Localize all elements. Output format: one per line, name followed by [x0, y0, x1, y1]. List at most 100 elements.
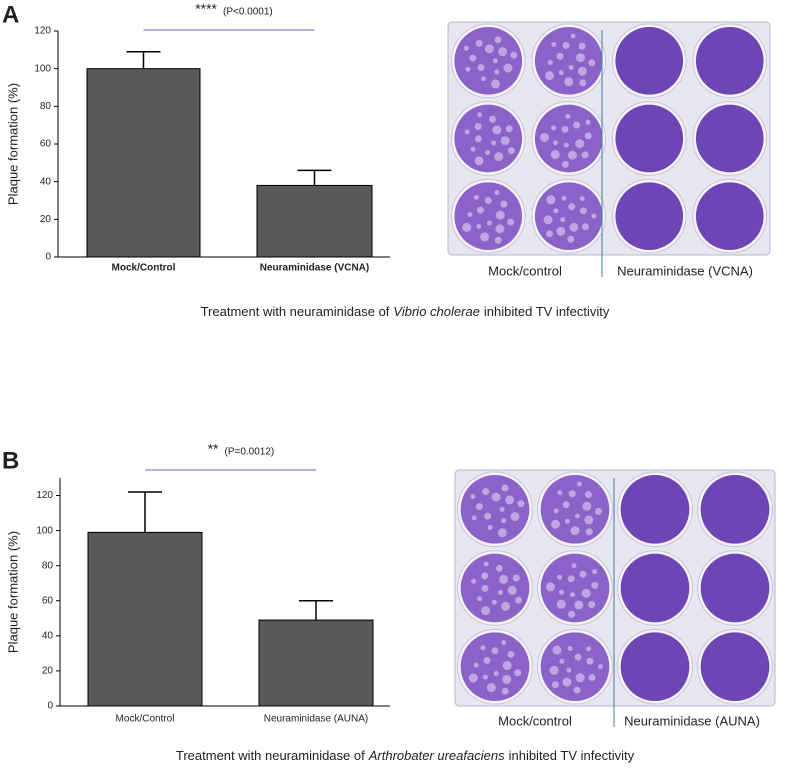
caption-part: Treatment with neuraminidase of	[201, 304, 390, 319]
plaque	[579, 570, 587, 578]
plaque	[575, 139, 585, 149]
plaque	[563, 142, 569, 148]
well-stain	[620, 632, 690, 702]
plaque	[494, 69, 500, 75]
plaque	[502, 674, 512, 684]
y-tick-label: 0	[47, 701, 53, 712]
y-axis-label: Plaque formation (%)	[5, 83, 20, 205]
plaque	[540, 132, 550, 142]
y-tick-label: 0	[45, 252, 51, 263]
plaque	[493, 671, 499, 677]
plaque	[494, 236, 502, 244]
plaque	[492, 58, 498, 64]
well-stain	[615, 27, 684, 95]
plaque	[510, 51, 518, 59]
plaque	[551, 125, 557, 131]
plaque	[556, 226, 566, 236]
plaque	[574, 600, 584, 610]
plaque	[482, 674, 488, 680]
plaque	[573, 121, 581, 129]
plaque	[475, 39, 483, 47]
y-tick-label: 20	[42, 666, 54, 677]
plaque	[474, 123, 482, 131]
plaque	[517, 500, 525, 508]
plaque	[494, 36, 502, 44]
plaque	[579, 196, 585, 202]
plaque	[561, 125, 569, 133]
plaque	[566, 667, 572, 673]
plaque	[588, 601, 596, 609]
well-stain	[695, 182, 764, 250]
plaque	[581, 588, 591, 598]
plaque	[553, 508, 559, 514]
caption-part: Treatment with neuraminidase of	[176, 748, 365, 763]
plaque	[551, 519, 561, 529]
plaque	[475, 503, 483, 511]
plaque	[477, 596, 483, 602]
plaque	[574, 513, 580, 519]
well-stain	[620, 475, 690, 544]
panel-letter: A	[2, 1, 19, 28]
plaque	[552, 645, 562, 655]
plaque	[575, 53, 585, 63]
plaque	[499, 506, 505, 512]
plaque	[568, 490, 576, 498]
plaque	[588, 673, 596, 681]
plaque	[564, 77, 574, 87]
plaque	[462, 222, 472, 232]
plaque	[481, 572, 489, 580]
well-stain	[460, 475, 530, 544]
plaque	[556, 52, 564, 60]
well-stain	[695, 27, 764, 95]
plaque	[570, 526, 580, 536]
plaque	[492, 125, 502, 135]
plaque	[514, 669, 522, 677]
plaque	[543, 215, 553, 225]
plaque	[480, 76, 486, 82]
y-tick-label: 40	[40, 176, 52, 187]
plaque	[567, 150, 577, 160]
plaque	[489, 115, 497, 123]
plate-label: Neuraminidase (AUNA)	[624, 713, 760, 728]
plaque	[463, 45, 469, 51]
well-stain	[454, 182, 523, 250]
x-tick-label: Neuraminidase (VCNA)	[260, 263, 369, 274]
plaque	[567, 646, 573, 652]
x-tick-label: Mock/Control	[112, 263, 176, 274]
plaque	[568, 203, 576, 211]
plaque	[591, 213, 597, 219]
plaque	[569, 222, 579, 232]
plaque	[491, 647, 499, 655]
plaque	[573, 686, 581, 694]
well-stain	[454, 27, 523, 95]
y-axis-label: Plaque formation (%)	[5, 531, 20, 653]
plaque	[545, 230, 553, 238]
plaque	[483, 561, 489, 567]
well-stain	[700, 553, 770, 623]
plaque	[568, 610, 576, 618]
plaque	[497, 590, 503, 596]
plaque	[470, 494, 476, 500]
plaque	[581, 223, 589, 231]
caption: Treatment with neuraminidase of Arthrobat…	[176, 748, 635, 763]
y-tick-label: 100	[36, 525, 53, 536]
plaque	[568, 64, 574, 70]
y-tick-label: 120	[36, 490, 53, 501]
well-stain	[454, 104, 523, 173]
well-stain	[620, 553, 690, 623]
plaque	[501, 484, 509, 492]
plaque	[564, 518, 570, 524]
plaque	[574, 653, 582, 661]
well-stain	[460, 632, 530, 702]
plaque	[482, 488, 490, 496]
plaque	[491, 599, 497, 605]
plate	[454, 469, 776, 707]
plaque	[503, 63, 513, 73]
plaque	[501, 518, 507, 524]
plaque	[576, 481, 582, 487]
plaque	[495, 224, 505, 234]
plaque	[551, 42, 557, 48]
plaque	[468, 673, 478, 683]
significance-stars: ****	[195, 1, 217, 17]
plaque	[579, 79, 587, 87]
